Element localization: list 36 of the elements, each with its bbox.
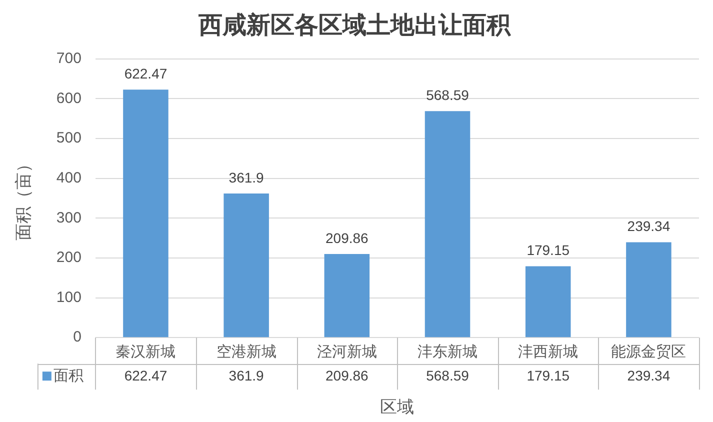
chart-title: 西咸新区各区域土地出让面积 bbox=[198, 12, 512, 40]
x-axis-title: 区域 bbox=[380, 397, 414, 416]
y-tick-label: 200 bbox=[56, 249, 82, 266]
y-tick-label: 500 bbox=[56, 130, 82, 147]
x-tick-label: 能源金贸区 bbox=[611, 344, 686, 361]
data-label: 209.86 bbox=[326, 367, 369, 384]
y-axis-title: 面积（亩） bbox=[14, 156, 33, 241]
bar bbox=[324, 254, 370, 338]
data-label: 179.15 bbox=[526, 367, 570, 384]
x-tick-label: 空港新城 bbox=[216, 344, 276, 361]
bar bbox=[525, 266, 571, 338]
annotation: 568.59 bbox=[426, 87, 470, 103]
y-tick-label: 700 bbox=[56, 50, 82, 67]
data-label: 568.59 bbox=[426, 367, 470, 384]
bar bbox=[424, 111, 470, 338]
legend-label: 面积 bbox=[53, 368, 84, 385]
bar bbox=[224, 193, 269, 338]
x-tick-label: 泾河新城 bbox=[316, 344, 377, 361]
annotation: 179.15 bbox=[526, 242, 570, 258]
x-tick-label: 秦汉新城 bbox=[116, 344, 176, 361]
bar bbox=[123, 90, 168, 338]
annotation: 239.34 bbox=[627, 218, 670, 234]
annotation: 622.47 bbox=[124, 66, 168, 82]
bar bbox=[626, 242, 672, 338]
y-tick-label: 0 bbox=[73, 328, 82, 346]
y-tick-label: 600 bbox=[56, 90, 82, 107]
x-tick-label: 沣西新城 bbox=[518, 344, 578, 361]
data-label: 622.47 bbox=[124, 367, 168, 384]
x-tick-label: 沣东新城 bbox=[418, 344, 478, 361]
data-label: 361.9 bbox=[228, 367, 264, 384]
annotation: 361.9 bbox=[228, 169, 264, 186]
annotation: 209.86 bbox=[326, 230, 369, 246]
y-tick-label: 100 bbox=[56, 288, 82, 306]
data-label: 239.34 bbox=[627, 367, 670, 384]
y-tick-label: 400 bbox=[56, 169, 82, 186]
y-tick-label: 300 bbox=[56, 209, 82, 226]
